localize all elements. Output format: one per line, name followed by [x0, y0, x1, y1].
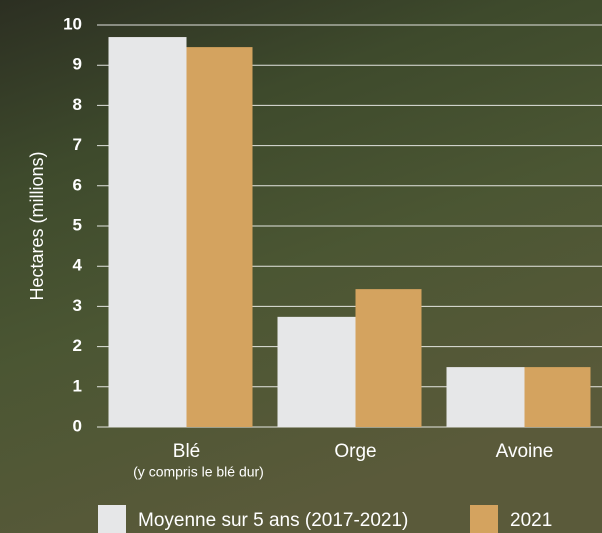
y-tick-label: 3 [73, 296, 82, 315]
bar [278, 317, 356, 427]
x-tick-label: Blé [173, 441, 200, 462]
y-tick-label: 8 [73, 95, 82, 114]
y-tick-label: 9 [73, 55, 82, 74]
legend-label: Moyenne sur 5 ans (2017-2021) [138, 510, 408, 531]
x-tick-label: Avoine [496, 441, 554, 462]
category-note: (y compris le blé dur) [133, 464, 264, 480]
legend-swatch [98, 505, 126, 533]
y-tick-label: 5 [73, 215, 82, 234]
y-axis-label: Hectares (millions) [27, 151, 47, 300]
y-tick-label: 7 [73, 135, 82, 154]
legend-label: 2021 [510, 510, 552, 531]
x-tick-label: Orge [334, 441, 376, 462]
bar [356, 289, 422, 427]
bar [447, 367, 525, 427]
y-tick-label: 4 [73, 256, 83, 275]
bar [109, 37, 187, 427]
bar [187, 47, 253, 427]
chart: Hectares (millions) 0 1 2 3 4 5 6 7 8 9 10 Blé (y co… [0, 0, 602, 533]
bar [525, 367, 591, 427]
y-tick-label: 1 [73, 376, 82, 395]
y-tick-label: 6 [73, 175, 82, 194]
y-tick-label: 0 [73, 416, 82, 435]
legend-swatch [470, 505, 498, 533]
y-tick-label: 2 [73, 336, 82, 355]
y-tick-label: 10 [63, 14, 82, 33]
